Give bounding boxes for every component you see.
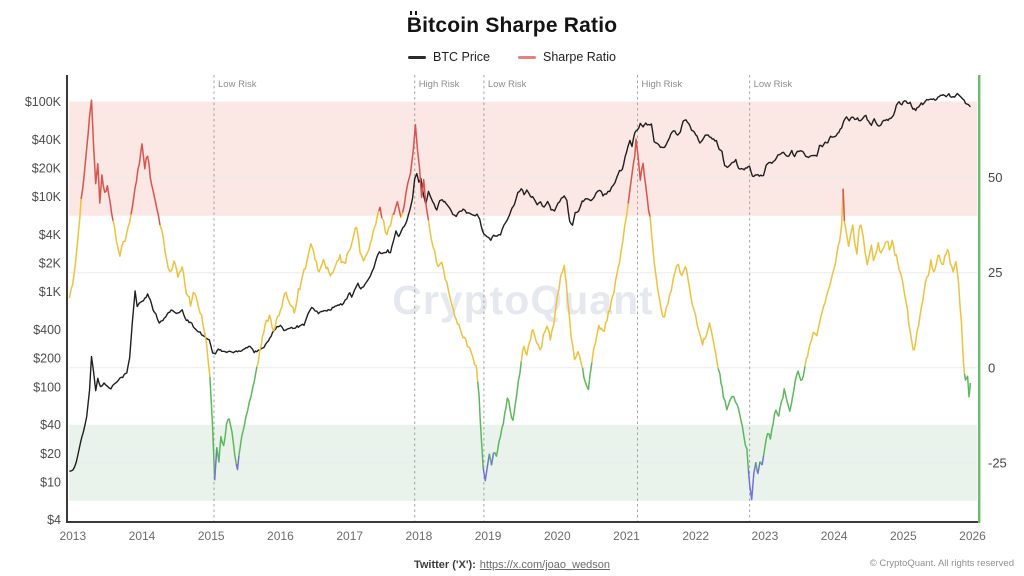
legend-item-btc-price[interactable]: BTC Price [408,50,490,64]
sharpe-ratio-line-segment [591,203,629,363]
sharpe-ratio-line-segment [762,366,806,457]
sharpe-ratio-line-segment [130,143,161,226]
chart-footer: Twitter ('X'): https://x.com/joao_wedson [0,559,1024,571]
year-tick-label: 2015 [198,529,225,543]
price-tick-label: $40K [32,133,62,147]
legend-label-btc-price: BTC Price [433,50,490,64]
sharpe-ratio-line-segment [381,213,394,236]
price-tick-label: $100K [25,95,62,109]
year-tick-label: 2023 [752,529,779,543]
sharpe-ratio-line-segment [490,452,495,466]
price-tick-label: $2K [39,257,62,271]
sharpe-ratio-line-segment [238,366,258,456]
sharpe-ratio-line-segment [756,461,761,475]
sharpe-ratio-line-segment [68,198,82,299]
bitcoin-symbol: B [406,11,423,37]
sharpe-ratio-line-segment [843,220,966,374]
year-tick-label: 2020 [544,529,571,543]
price-tick-label: $100 [33,380,61,394]
year-tick-label: 2013 [59,529,86,543]
risk-marker-label: Low Risk [218,79,257,90]
sharpe-ratio-line-segment [649,216,719,369]
sharpe-ratio-line-segment [159,224,211,377]
sharpe-ratio-line-segment [209,376,216,481]
bottom-axis-line [66,521,978,523]
sharpe-ratio-line-segment [493,361,523,457]
risk-marker-label: Low Risk [754,79,793,90]
sharpe-ratio-line-segment [717,368,750,469]
risk-marker-label: High Risk [419,79,460,90]
year-tick-label: 2018 [406,529,433,543]
sharpe-ratio-line-segment [482,453,491,482]
sharpe-ratio-line-segment [627,138,651,217]
price-tick-label: $10K [32,190,62,204]
year-tick-label: 2024 [821,529,848,543]
price-tick-label: $400 [33,323,61,337]
sharpe-ratio-line-segment [581,362,593,391]
right-axis-line [978,75,981,523]
sharpe-ratio-line-segment [747,461,757,501]
sharpe-ratio-line-segment [761,455,765,466]
sharpe-tick-label: 0 [988,360,995,375]
price-tick-label: $4 [47,513,61,527]
btc-price-line [69,92,971,472]
left-axis-line [66,75,68,523]
legend-label-sharpe-ratio: Sharpe Ratio [542,50,616,64]
sharpe-ratio-line-segment [216,418,237,464]
sharpe-ratio-line-segment [963,373,972,398]
year-tick-label: 2025 [890,529,917,543]
sharpe-ratio-line-segment [804,188,844,367]
price-tick-label: $20 [40,447,61,461]
sharpe-ratio-line-segment [476,381,484,468]
sharpe-ratio-line-segment [235,455,240,471]
sharpe-tick-label: 25 [988,265,1002,280]
price-tick-label: $20K [32,162,62,176]
year-tick-label: 2014 [129,529,156,543]
high-risk-zone [69,101,977,216]
sharpe-ratio-line-segment [213,447,218,481]
sharpe-ratio-line-segment [256,210,380,367]
sharpe-tick-label: -25 [988,455,1007,470]
chart-legend: BTC Price Sharpe Ratio [0,50,1024,64]
risk-marker-label: High Risk [642,79,683,90]
year-tick-label: 2017 [336,529,363,543]
chart-title: Bitcoin Sharpe Ratio [406,11,618,37]
watermark: CryptoQuant [392,277,654,323]
sharpe-ratio-line-segment [842,188,846,222]
year-tick-label: 2026 [959,529,986,543]
price-tick-label: $40 [40,418,61,432]
year-tick-label: 2022 [682,529,709,543]
twitter-link[interactable]: https://x.com/joao_wedson [479,559,611,571]
price-tick-label: $4K [39,228,62,242]
sharpe-ratio-line-segment [80,99,114,221]
btc-price-line-swatch [408,55,427,59]
sharpe-ratio-line-swatch [517,55,536,59]
sharpe-ratio-line-segment [392,200,402,218]
sharpe-tick-label: 50 [988,170,1002,185]
year-tick-label: 2021 [613,529,640,543]
price-tick-label: $10 [40,475,61,489]
sharpe-ratio-line-segment [401,124,430,221]
sharpe-ratio-line-segment [377,206,383,219]
sharpe-ratio-line-segment [427,220,479,382]
year-tick-label: 2016 [267,529,294,543]
sharpe-ratio-line-segment [520,264,584,369]
risk-marker-label: Low Risk [488,79,527,90]
sharpe-ratio-line-segment [400,212,404,218]
copyright-notice: © CryptoQuant. All rights reserved [869,558,1014,569]
sharpe-ratio-line-segment [112,214,132,257]
price-tick-label: $1K [39,285,62,299]
twitter-label: Twitter ('X'): [413,559,476,571]
year-tick-label: 2019 [475,529,502,543]
legend-item-sharpe-ratio[interactable]: Sharpe Ratio [517,50,616,64]
price-tick-label: $200 [33,352,61,366]
sharpe-ratio-line-segment [755,462,758,470]
